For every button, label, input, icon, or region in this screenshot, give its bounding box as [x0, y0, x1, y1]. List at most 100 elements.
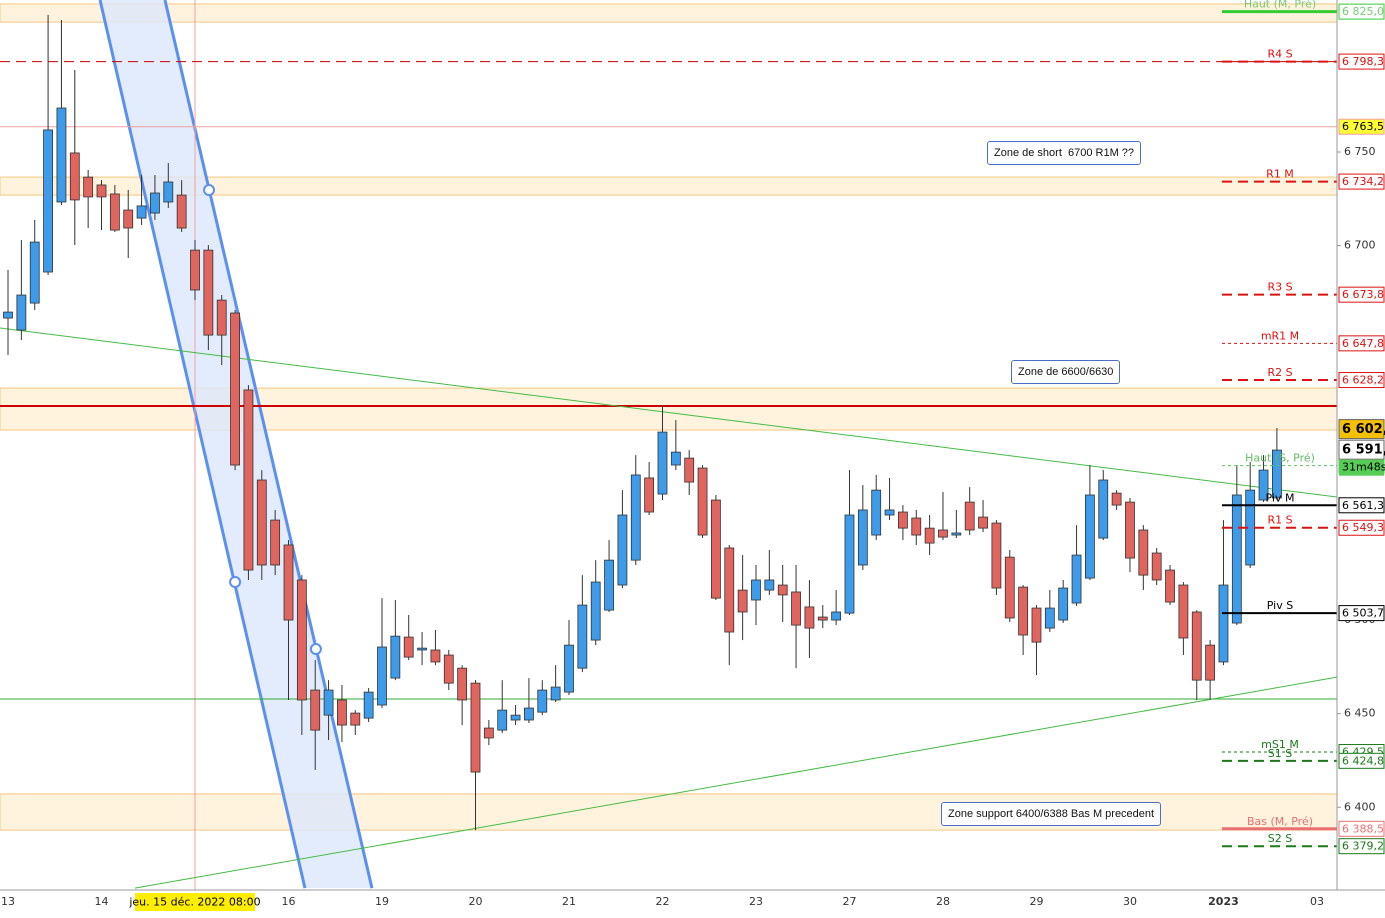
candle-body [911, 517, 922, 536]
channel-handle [309, 643, 322, 656]
candle-body [470, 682, 481, 773]
level-value-label: 6 388,5 [1342, 822, 1384, 835]
level-name: Bas (M, Pré) [1247, 815, 1313, 828]
candle-body [617, 514, 628, 586]
candle-body [1125, 501, 1135, 559]
candle-body [964, 501, 975, 531]
candle-body [884, 509, 895, 516]
level-value-label: 6 825,0 [1342, 5, 1384, 18]
y-tick-label: 6 700 [1344, 239, 1376, 252]
candle-body [176, 194, 187, 229]
level-value-label-box [1338, 372, 1385, 389]
level-value-label-box [1338, 497, 1385, 514]
level-name: mS1 M [1261, 738, 1299, 751]
price-label: 6 591, [1342, 443, 1385, 458]
level-name: R4 S [1267, 48, 1292, 61]
candle-body [109, 193, 120, 231]
candle-body [577, 604, 588, 669]
candle-body [270, 519, 281, 566]
candle-body [1138, 529, 1149, 576]
level-value-label-box [1338, 820, 1385, 837]
candle-body [1044, 607, 1055, 629]
level-value-label: 6 424,8 [1342, 754, 1384, 767]
hline-value-label: 6 763,5 [1342, 120, 1384, 133]
candle-body [1151, 552, 1162, 581]
channel-handle [229, 576, 242, 589]
x-tick-label: 27 [842, 895, 856, 908]
candle-body [630, 474, 641, 561]
candle-body [590, 581, 601, 641]
candle-body [377, 646, 387, 706]
candle-body [724, 547, 735, 633]
candle-body [256, 479, 267, 566]
candle-body [1018, 586, 1029, 636]
candle-body [777, 584, 788, 596]
candle-body [150, 192, 160, 214]
candle-body [43, 129, 53, 273]
candle-body [163, 181, 174, 203]
candle-body [1031, 607, 1042, 643]
level-value-label: 6 561,3 [1342, 499, 1384, 512]
level-name: Piv M [1266, 491, 1295, 504]
candle-body [430, 649, 441, 663]
candle-body [764, 579, 775, 591]
level-name: R2 S [1267, 366, 1292, 379]
countdown: 31m48s [1342, 461, 1385, 474]
candle-body [1218, 584, 1229, 663]
x-tick-label: 21 [562, 895, 576, 908]
y-tick-label: 6 750 [1344, 145, 1376, 158]
x-tick-label: 23 [749, 895, 763, 908]
level-name: S1 S [1268, 747, 1292, 760]
level-name: Haut (M, Pré) [1244, 0, 1316, 11]
candle-body [190, 249, 200, 291]
candle-body [243, 389, 254, 571]
level-value-label-box [1338, 838, 1385, 855]
hline-value-label-box [1338, 118, 1385, 135]
candle-body [991, 522, 1002, 589]
candle-body [537, 689, 548, 713]
x-tick-label: 03 [1310, 895, 1324, 908]
channel-line [163, 0, 374, 889]
level-name: R1 S [1267, 514, 1292, 527]
level-value-label-box [1338, 286, 1385, 303]
level-value-label-box [1338, 3, 1385, 20]
candle-body [1178, 584, 1189, 639]
x-tick-label: 14 [95, 895, 109, 908]
candle-body [831, 611, 842, 621]
zone [0, 3, 1337, 23]
candle-body [510, 714, 521, 721]
candle-body [123, 209, 134, 229]
candle-body [857, 509, 868, 566]
y-tick-label: 6 400 [1344, 800, 1376, 813]
candle-body [737, 589, 748, 613]
candle-body [483, 727, 494, 739]
candle-body [1111, 492, 1122, 506]
channel-line [98, 0, 307, 889]
candle-body [1085, 494, 1095, 579]
candle-body [924, 527, 935, 544]
level-value-label: 6 549,3 [1342, 521, 1384, 534]
annotation: Zone de 6600/6630 [1011, 360, 1121, 384]
candle-body [283, 544, 294, 621]
candle-body [403, 636, 414, 658]
candle-body [16, 294, 27, 331]
candle-body [1004, 556, 1015, 619]
level-name: Piv S [1267, 599, 1293, 612]
level-value-label: 6 734,2 [1342, 175, 1384, 188]
level-value-label: 6 673,8 [1342, 288, 1384, 301]
x-tick-label: 2023 [1208, 895, 1239, 908]
candle-body [310, 689, 321, 731]
candle-body [296, 579, 307, 701]
candle-body [390, 635, 401, 679]
level-value-label: 6 628,2 [1342, 374, 1384, 387]
candle-body [363, 691, 374, 719]
crosshair-label-box [135, 893, 256, 911]
candle-body [684, 457, 695, 483]
x-tick-label: 16 [282, 895, 296, 908]
level-name: S2 S [1268, 832, 1292, 845]
candle-body [230, 312, 240, 466]
candle-body [524, 707, 534, 721]
trendline [0, 327, 1337, 498]
candle-body [83, 176, 94, 198]
